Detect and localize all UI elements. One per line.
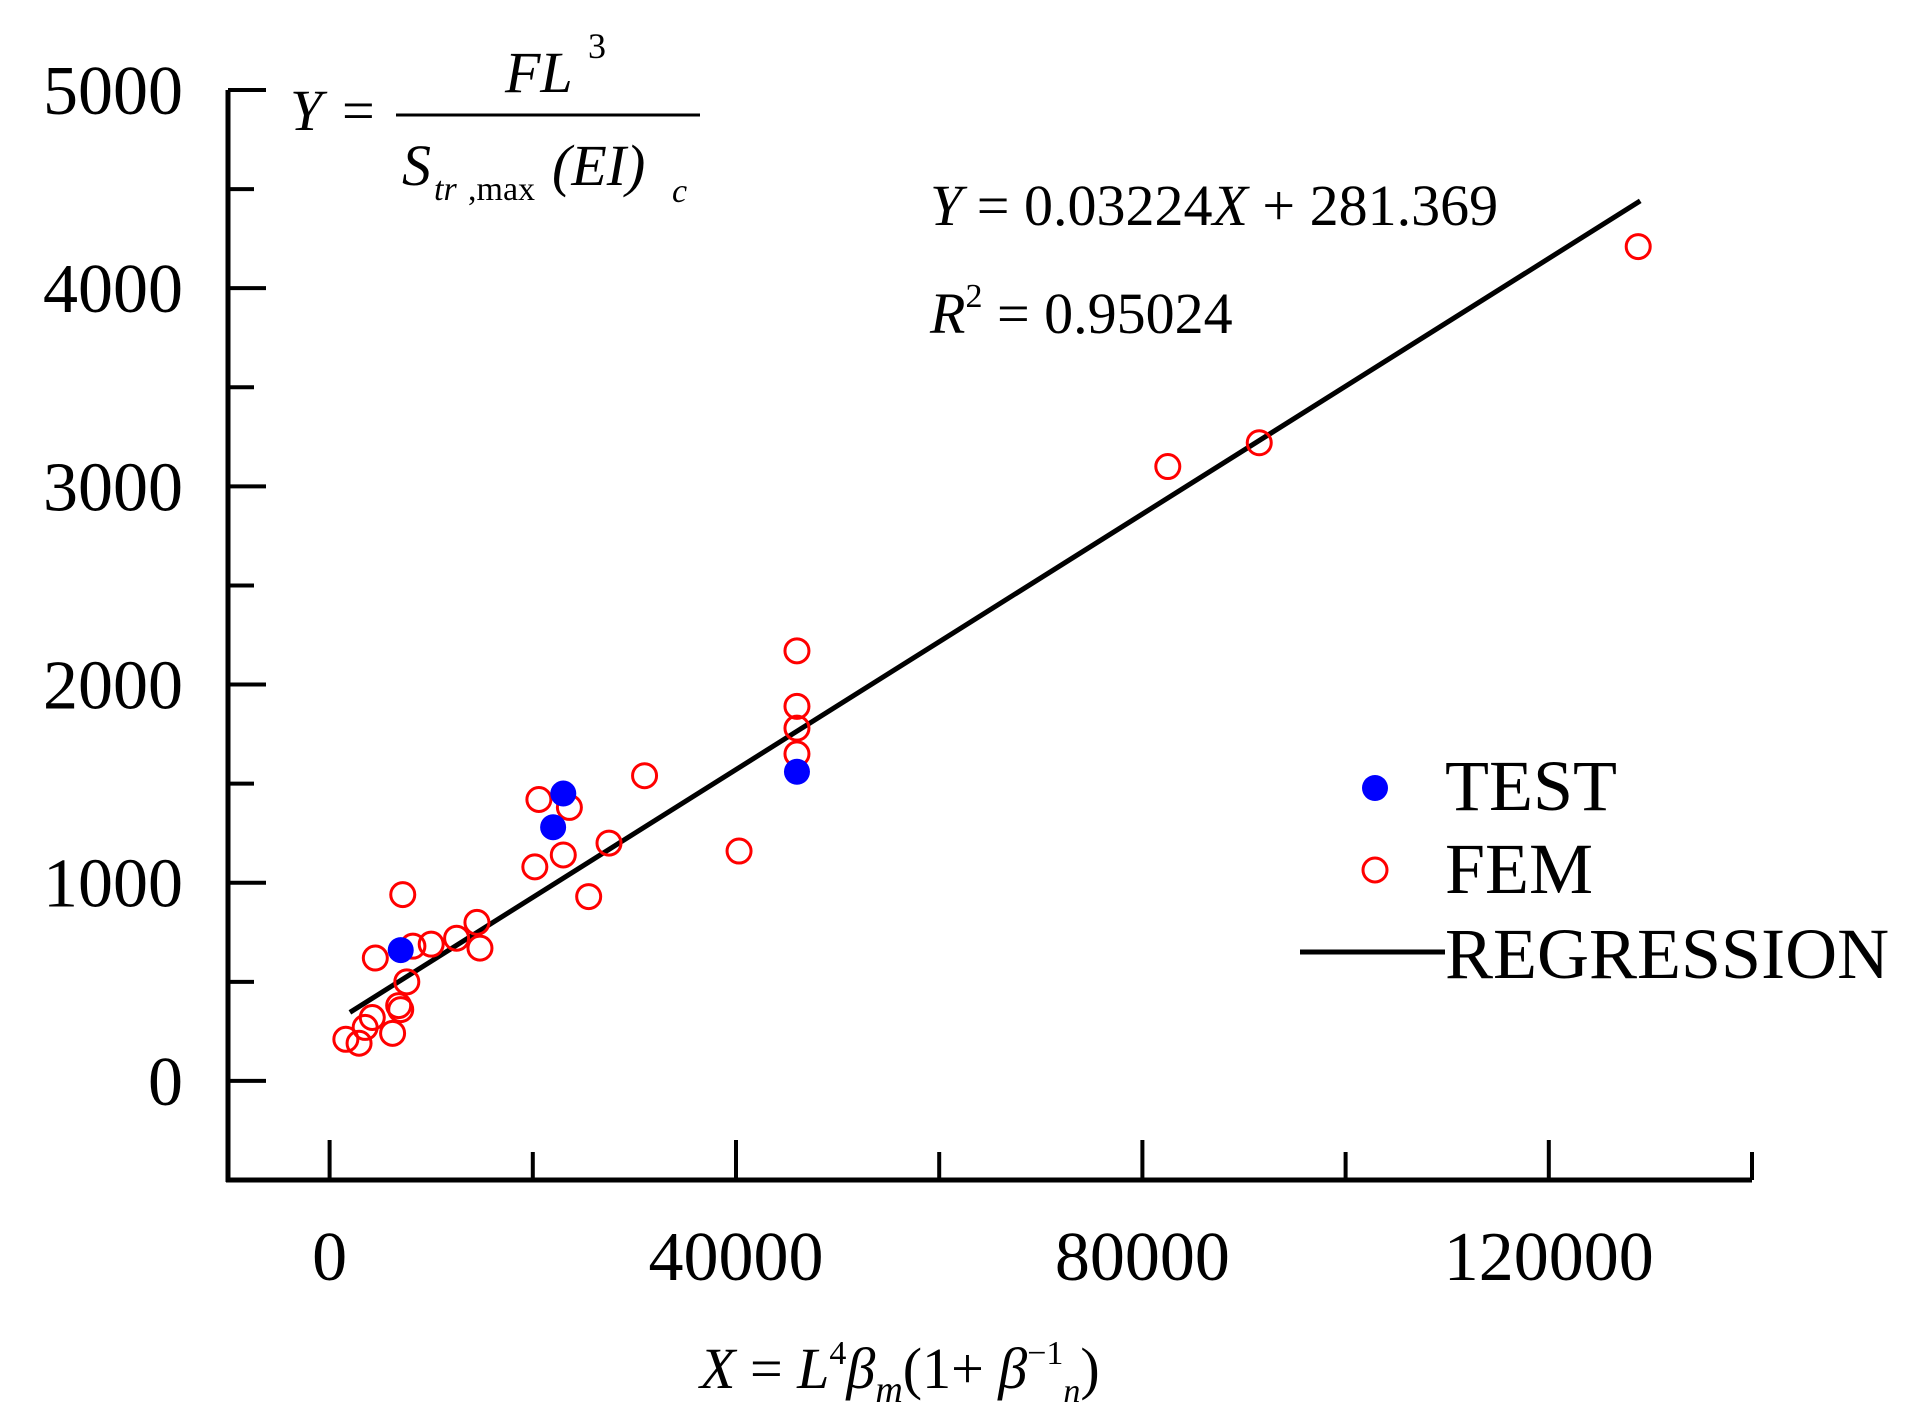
formula-equals: = <box>342 78 375 143</box>
fem-point <box>393 968 421 996</box>
x-axis-label: X = L4βm(1+ β−1n) <box>698 1335 1100 1411</box>
xlabel-beta: β <box>845 1336 875 1401</box>
xlabel-close: ) <box>1080 1336 1099 1401</box>
fem-point <box>389 881 417 909</box>
y-tick-label: 5000 <box>43 53 183 130</box>
regression-eq-y: Y <box>930 173 968 238</box>
points-layer <box>332 233 1652 1057</box>
x-tick-label: 40000 <box>649 1219 824 1296</box>
xlabel-eq: = <box>735 1336 797 1401</box>
fem-point <box>387 996 415 1024</box>
x-tick-label: 120000 <box>1444 1219 1654 1296</box>
formula-denominator-sub: tr <box>434 171 457 208</box>
xlabel-m: m <box>875 1369 902 1411</box>
r-squared: R2 = 0.95024 <box>929 278 1233 346</box>
regression-eq-tail: + 281.369 <box>1248 173 1498 238</box>
fem-point <box>358 1003 386 1031</box>
fem-point <box>466 934 494 962</box>
test-point <box>550 780 577 807</box>
test-point <box>387 937 414 964</box>
axes <box>225 90 1752 1183</box>
y-tick-label: 3000 <box>43 449 183 526</box>
regression-equation: Y = 0.03224X + 281.369 <box>930 173 1498 238</box>
fem-point <box>783 692 811 720</box>
legend-label-test: TEST <box>1445 746 1617 826</box>
r-squared-value: = 0.95024 <box>982 281 1232 346</box>
xlabel-l: L <box>796 1336 829 1401</box>
y-tick-label: 0 <box>148 1044 183 1121</box>
formula-lhs: Y <box>290 78 328 143</box>
xlabel-exp: −1 <box>1027 1335 1063 1372</box>
fem-point <box>443 924 471 952</box>
ticks: 0 1000 2000 3000 4000 5000 0 40000 80000 120000 <box>43 53 1754 1296</box>
xlabel-x: X <box>698 1336 738 1401</box>
legend-label-regression: REGRESSION <box>1445 914 1889 994</box>
y-tick-label: 1000 <box>43 846 183 923</box>
fem-point <box>725 837 753 865</box>
fem-point <box>1245 429 1273 457</box>
x-tick-label: 0 <box>312 1219 347 1296</box>
fem-point <box>332 1025 360 1053</box>
r-squared-r: R <box>929 281 965 346</box>
fem-point <box>521 853 549 881</box>
fem-point <box>525 785 553 813</box>
fem-point <box>379 1019 407 1047</box>
fem-point <box>1154 453 1182 481</box>
formula-numerator-exp: 3 <box>588 26 606 66</box>
fem-point <box>631 762 659 790</box>
fem-point <box>345 1029 373 1057</box>
regression-eq-mid: = 0.03224 <box>962 173 1212 238</box>
formula-denominator-ei: (EI) <box>552 133 645 198</box>
y-tick-label: 4000 <box>43 251 183 328</box>
regression-eq-x: X <box>1210 173 1250 238</box>
xlabel-l-exp: 4 <box>829 1335 846 1372</box>
regression-layer <box>348 198 1642 1015</box>
formula-numerator: FL <box>504 40 573 105</box>
formula-denominator-sub2: ,max <box>468 171 535 208</box>
legend-label-fem: FEM <box>1445 829 1593 909</box>
test-point <box>540 814 567 841</box>
formula-denominator-c: c <box>672 173 687 210</box>
y-formula: Y = FL 3 S tr ,max (EI) c <box>290 26 700 210</box>
fem-point <box>417 930 445 958</box>
y-tick-label: 2000 <box>43 648 183 725</box>
x-tick-label: 80000 <box>1055 1219 1230 1296</box>
x-axis-label-text: X = L4βm(1+ β−1n) <box>698 1335 1100 1411</box>
r-squared-exp: 2 <box>965 278 982 315</box>
fem-point <box>1624 233 1652 261</box>
fem-point <box>549 841 577 869</box>
xlabel-paren: (1+ <box>903 1336 999 1401</box>
legend-marker-fem <box>1361 856 1389 884</box>
test-point <box>783 758 810 785</box>
fem-point <box>575 883 603 911</box>
legend-marker-test <box>1362 775 1388 801</box>
fem-point <box>595 829 623 857</box>
xlabel-n: n <box>1063 1373 1080 1410</box>
xlabel-beta2: β <box>997 1336 1027 1401</box>
regression-line <box>348 198 1642 1015</box>
formula-denominator-s: S <box>402 133 431 198</box>
fem-point <box>361 944 389 972</box>
fem-point <box>463 908 491 936</box>
legend: TEST FEM REGRESSION <box>1300 746 1889 994</box>
fem-point <box>783 637 811 665</box>
regression-annotation: Y = 0.03224X + 281.369 R2 = 0.95024 <box>929 173 1498 346</box>
fem-point <box>783 714 811 742</box>
